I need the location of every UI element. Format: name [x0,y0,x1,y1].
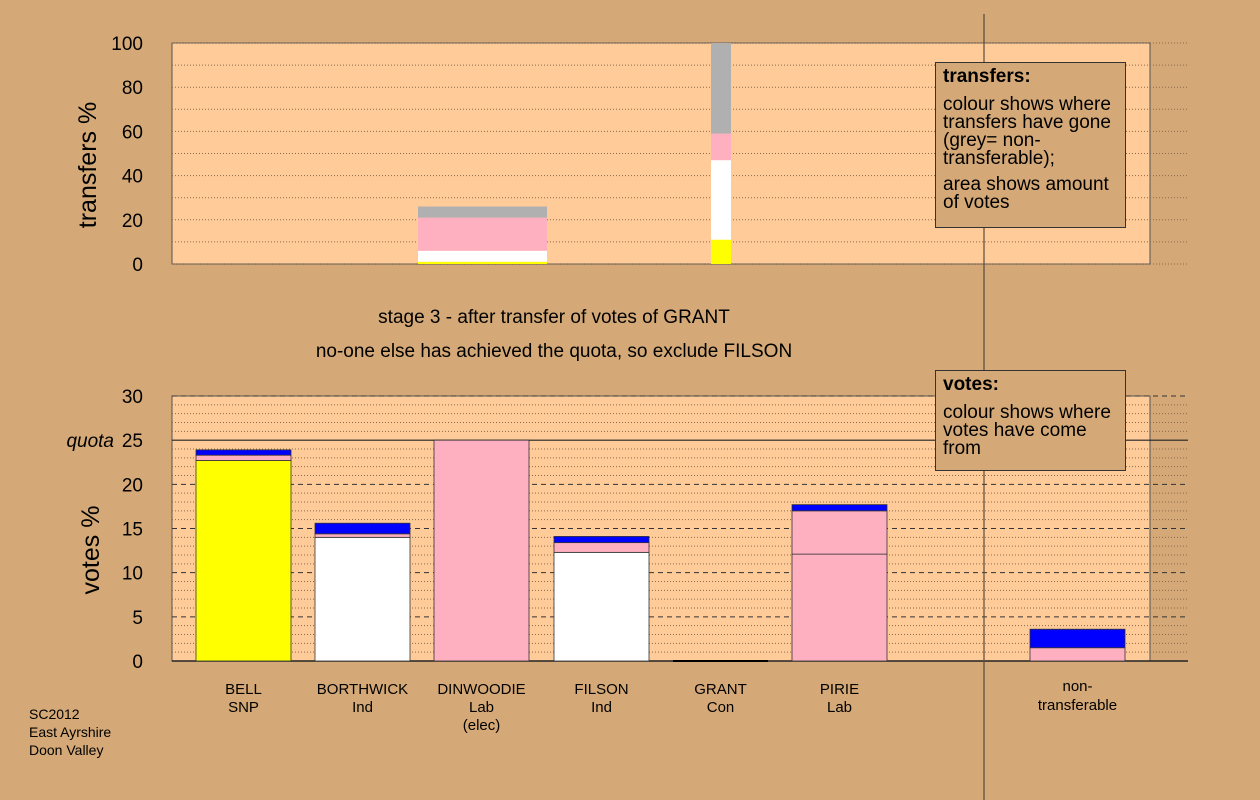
votes-y-tick-label: 5 [132,608,143,629]
footer-line-1: SC2012 [29,706,80,722]
votes-y-tick-label: 15 [122,520,143,541]
candidate-name: FILSON [574,681,628,698]
votes-y-axis-label: votes % [77,506,105,595]
transfers-y-tick-label: 60 [122,122,143,143]
transfers-y-tick-label: 0 [132,255,143,276]
transfer-bar-segment-grant-ind [711,160,731,240]
transfer-bar-segment-borthwick-ind [418,250,547,262]
candidate-party: SNP [228,699,259,716]
candidate-name: PIRIE [820,681,859,698]
vote-bar-segment-filson-lab [553,542,650,553]
transfers-y-axis-label: transfers % [74,102,102,228]
legend-transfers-text-1: colour shows where transfers have gone (… [943,94,1111,169]
transfer-bar-segment-borthwick-nontransferable [418,206,547,218]
legend-transfers: transfers: colour shows where transfers … [935,62,1126,228]
transfers-y-tick-label: 80 [122,78,143,99]
footer-line-3: Doon Valley [29,742,104,758]
transfer-bar-segment-borthwick-snp [418,261,547,264]
candidate-note: (elec) [463,717,501,734]
transfer-bar-segment-grant-snp [711,239,731,264]
transfer-bar-segment-borthwick-lab [418,217,547,251]
vote-bar-segment-non-transferable-con [1029,628,1126,649]
vote-bar-segment-bell-lab [195,454,292,461]
legend-votes: votes: colour shows where votes have com… [935,370,1126,471]
legend-transfers-title: transfers: [943,66,1031,87]
candidate-name: BELL [225,681,262,698]
candidate-party: Ind [591,699,612,716]
transfers-y-tick-label: 20 [122,211,143,232]
legend-votes-title: votes: [943,374,999,395]
transfer-bar-segment-grant-lab [711,133,731,161]
candidate-label: non-transferable [1038,678,1117,714]
vote-bar-segment-bell-con [195,449,292,456]
vote-bar-segment-bell-snp [195,460,292,662]
stage-subtitle: no-one else has achieved the quota, so e… [316,341,792,362]
footer-line-2: East Ayrshire [29,724,112,740]
vote-bar-segment-dinwoodie-lab [433,439,530,662]
votes-y-tick-label: 20 [122,475,143,496]
vote-bar-segment-borthwick-ind [314,536,411,662]
transfer-bar-segment-grant-nontransferable [711,43,731,134]
candidate-party: Con [707,699,735,716]
candidate-name: BORTHWICK [317,681,408,698]
vote-bar-segment-borthwick-lab [314,533,411,538]
candidate-name: non-transferable [1038,678,1117,714]
vote-bar-segment-pirie-lab [791,510,888,555]
votes-y-tick-label: 10 [122,564,143,585]
legend-transfers-text-2: area shows amount of votes [943,174,1109,213]
transfers-y-tick-label: 40 [122,167,143,188]
legend-votes-text: colour shows where votes have come from [943,402,1111,459]
transfers-y-tick-label: 100 [111,34,143,55]
vote-bar-segment-filson-ind [553,551,650,662]
vote-bar-segment-borthwick-con [314,522,411,535]
quota-label: quota [66,431,114,452]
vote-bar-segment-filson-con [553,536,650,544]
votes-y-tick-label: 0 [132,652,143,673]
votes-y-tick-label: 30 [122,387,143,408]
vote-bar-segment-pirie-lab [791,553,888,662]
stage-title: stage 3 - after transfer of votes of GRA… [378,307,730,328]
footer-info: SC2012 East Ayrshire Doon Valley [29,705,111,759]
candidate-name: GRANT [694,681,747,698]
candidate-party: Lab [827,699,852,716]
candidate-name: DINWOODIE [437,681,525,698]
vote-bar-segment-non-transferable-lab [1029,647,1126,662]
candidate-party: Ind [352,699,373,716]
vote-bar-segment-pirie-con [791,504,888,512]
candidate-party: Lab [469,699,494,716]
votes-y-tick-label: 25 [122,431,143,452]
